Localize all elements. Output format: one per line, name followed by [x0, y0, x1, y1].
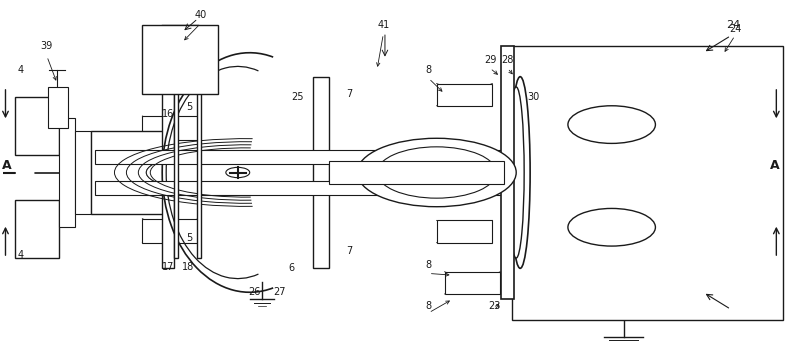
- Text: 6: 6: [289, 263, 295, 273]
- Text: 5: 5: [186, 233, 192, 243]
- Text: 8: 8: [426, 260, 432, 270]
- Circle shape: [357, 138, 516, 207]
- Bar: [501, 46, 514, 299]
- Bar: [330, 160, 504, 185]
- Text: 28: 28: [502, 55, 514, 65]
- Bar: [142, 219, 198, 243]
- Circle shape: [568, 208, 655, 246]
- Text: 23: 23: [489, 301, 501, 311]
- Text: 5: 5: [186, 102, 192, 112]
- Bar: [314, 77, 330, 268]
- Text: 24: 24: [729, 24, 741, 34]
- Bar: [142, 25, 218, 94]
- Text: 8: 8: [426, 65, 432, 75]
- Bar: [15, 200, 58, 258]
- Text: 7: 7: [346, 246, 352, 256]
- Bar: [74, 131, 90, 214]
- Bar: [142, 116, 198, 140]
- Text: 4: 4: [18, 250, 24, 260]
- Ellipse shape: [508, 87, 524, 258]
- Text: 30: 30: [527, 92, 540, 102]
- Text: A: A: [770, 159, 779, 172]
- Text: 39: 39: [41, 41, 53, 51]
- Text: 24: 24: [726, 20, 741, 30]
- Text: 29: 29: [484, 55, 496, 65]
- Bar: [198, 87, 201, 258]
- Bar: [90, 131, 170, 214]
- Text: 16: 16: [162, 109, 174, 119]
- Circle shape: [226, 167, 250, 178]
- Circle shape: [568, 106, 655, 144]
- Bar: [48, 87, 67, 128]
- Text: 18: 18: [182, 262, 194, 272]
- Text: 4: 4: [18, 65, 24, 75]
- Ellipse shape: [170, 157, 306, 188]
- Ellipse shape: [510, 77, 530, 268]
- Circle shape: [377, 147, 496, 198]
- Bar: [162, 77, 174, 268]
- Bar: [437, 83, 492, 106]
- Text: 8: 8: [426, 301, 432, 311]
- Bar: [512, 46, 782, 320]
- Bar: [174, 87, 178, 258]
- Bar: [94, 181, 524, 195]
- Bar: [15, 97, 58, 155]
- Ellipse shape: [162, 155, 314, 190]
- Bar: [445, 272, 500, 294]
- Text: 7: 7: [346, 89, 352, 99]
- Text: 26: 26: [248, 287, 261, 297]
- Text: 17: 17: [162, 262, 174, 272]
- Ellipse shape: [146, 151, 330, 194]
- Text: 40: 40: [194, 10, 206, 20]
- Bar: [437, 220, 492, 243]
- Ellipse shape: [154, 153, 322, 192]
- Bar: [94, 150, 524, 164]
- Bar: [58, 118, 74, 227]
- Text: 41: 41: [378, 20, 390, 30]
- Text: 25: 25: [291, 92, 304, 102]
- Text: 27: 27: [274, 287, 286, 297]
- Text: A: A: [2, 159, 12, 172]
